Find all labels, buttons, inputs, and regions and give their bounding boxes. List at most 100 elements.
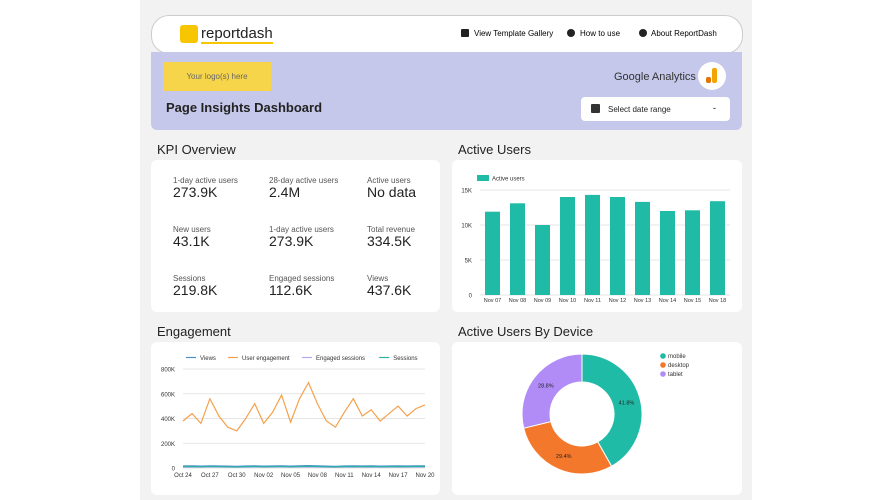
kpi-card: 1-day active users 273.9K 28-day active us… — [151, 160, 440, 312]
brand-icon — [180, 25, 198, 43]
legend-label: User engagement — [242, 356, 290, 362]
kpi-value: 219.8K — [173, 282, 218, 298]
section-title: Engagement — [157, 324, 231, 339]
kpi-label: New users — [173, 225, 211, 234]
legend-label: Engaged sessions — [316, 356, 365, 362]
calendar-icon — [591, 104, 600, 113]
x-tick-label: Nov 11 — [335, 473, 354, 479]
x-tick-label: Nov 18 — [709, 298, 726, 304]
gallery-icon — [461, 29, 469, 37]
y-tick-label: 800K — [161, 368, 175, 374]
x-tick-label: Nov 13 — [634, 298, 651, 304]
kpi-label: Sessions — [173, 274, 206, 283]
brand[interactable]: reportdash — [201, 25, 273, 44]
source-label: Google Analytics — [614, 71, 696, 83]
section-title: Active Users By Device — [458, 324, 594, 339]
dashboard-title: Page Insights Dashboard — [166, 100, 323, 115]
date-picker[interactable]: Select date range - — [581, 97, 730, 121]
x-tick-label: Nov 10 — [559, 298, 576, 304]
section-title: KPI Overview — [157, 142, 236, 157]
x-tick-label: Nov 14 — [362, 473, 382, 479]
kpi-label: Active users — [367, 176, 411, 185]
x-tick-label: Nov 15 — [684, 298, 701, 304]
bar — [710, 201, 725, 295]
y-tick-label: 600K — [161, 392, 175, 398]
x-tick-label: Oct 27 — [201, 473, 219, 479]
bar — [485, 211, 500, 295]
slice-label: 41.8% — [619, 400, 635, 406]
ga-bar — [706, 77, 711, 83]
nav-link[interactable]: View Template Gallery — [474, 29, 554, 38]
legend-label: Sessions — [393, 356, 417, 362]
slice-label: 29.4% — [556, 454, 572, 460]
legend-label: mobile — [668, 354, 686, 360]
bar — [635, 201, 650, 295]
bar — [585, 194, 600, 295]
bar — [560, 197, 575, 295]
ga-icon — [698, 62, 726, 90]
banner: Your logo(s) here Page Insights Dashboar… — [151, 52, 742, 130]
line — [182, 465, 425, 468]
y-tick-label: 10K — [461, 224, 472, 230]
kpi-label: Total revenue — [367, 225, 416, 234]
kpi-value: 112.6K — [269, 282, 313, 298]
y-tick-label: 15K — [461, 189, 472, 195]
kpi-value: No data — [367, 184, 417, 200]
section-title: Active Users — [458, 142, 531, 157]
x-tick-label: Oct 30 — [228, 473, 246, 479]
logo-placeholder: Your logo(s) here — [163, 62, 271, 91]
kpi-label: 1-day active users — [173, 176, 238, 185]
kpi-label: Views — [367, 274, 389, 283]
dropdown-arrow: - — [713, 103, 716, 113]
line — [182, 381, 426, 432]
header: reportdash View Template Gallery How to … — [151, 15, 743, 54]
legend-swatch — [477, 175, 489, 181]
legend-swatch — [660, 362, 666, 368]
kpi-value: 43.1K — [173, 233, 210, 249]
kpi-value: 273.9K — [269, 233, 314, 249]
bar — [510, 203, 525, 295]
x-tick-label: Nov 05 — [281, 473, 301, 479]
pie-slice — [523, 420, 613, 475]
ga-bar — [712, 68, 717, 83]
x-tick-label: Nov 11 — [584, 298, 601, 304]
kpi-value: 273.9K — [173, 184, 218, 200]
y-tick-label: 0 — [469, 294, 473, 300]
x-tick-label: Oct 24 — [174, 473, 192, 479]
legend-swatch — [660, 371, 666, 377]
bar — [660, 211, 675, 295]
legend-label: tablet — [668, 372, 683, 378]
kpi-label: 28-day active users — [269, 176, 339, 185]
info-icon — [639, 29, 647, 37]
kpi-value: 334.5K — [367, 233, 412, 249]
legend-label: desktop — [668, 363, 690, 369]
legend-label: Active users — [492, 177, 525, 183]
nav-link[interactable]: About ReportDash — [651, 29, 717, 38]
line — [182, 464, 425, 467]
x-tick-label: Nov 14 — [659, 298, 676, 304]
pie-slice — [581, 353, 643, 467]
x-tick-label: Nov 12 — [609, 298, 626, 304]
kpi-value: 2.4M — [269, 184, 301, 200]
x-tick-label: Nov 08 — [308, 473, 328, 479]
bar — [685, 210, 700, 295]
legend-label: Views — [200, 356, 216, 362]
kpi-label: Engaged sessions — [269, 274, 335, 283]
x-tick-label: Nov 02 — [254, 473, 274, 479]
y-tick-label: 5K — [465, 259, 472, 265]
nav-link[interactable]: How to use — [580, 29, 621, 38]
x-tick-label: Nov 08 — [509, 298, 526, 304]
bar — [610, 197, 625, 295]
x-tick-label: Nov 17 — [389, 473, 409, 479]
bar — [535, 225, 550, 295]
legend-swatch — [660, 353, 666, 359]
y-tick-label: 200K — [161, 442, 175, 448]
kpi-value: 437.6K — [367, 282, 412, 298]
x-tick-label: Nov 07 — [484, 298, 501, 304]
x-tick-label: Nov 20 — [415, 473, 435, 479]
pie-slice — [521, 353, 583, 429]
y-tick-label: 400K — [161, 417, 175, 423]
x-tick-label: Nov 09 — [534, 298, 551, 304]
